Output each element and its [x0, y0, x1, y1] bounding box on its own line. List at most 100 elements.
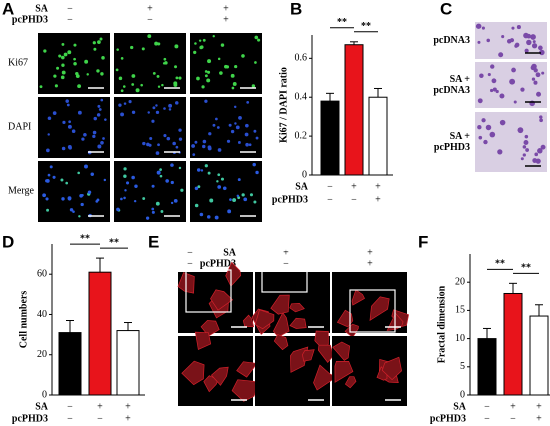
- y-tick-label: 0.2: [295, 130, 308, 141]
- cell-dot: [522, 153, 526, 157]
- condition-level: +: [536, 401, 542, 412]
- condition-level: +: [367, 247, 373, 258]
- cell-dot: [539, 118, 543, 123]
- cell-dot: [254, 35, 259, 40]
- condition-level: +: [223, 3, 229, 14]
- cell-dot: [208, 132, 212, 136]
- cell-dot: [67, 50, 72, 55]
- cell-dot: [201, 85, 205, 89]
- cell: [351, 289, 365, 306]
- cell-dot: [131, 74, 136, 78]
- y-tick-label: 20: [455, 276, 465, 287]
- cell-dot: [531, 43, 538, 49]
- cell-dot: [204, 99, 208, 103]
- condition-level: +: [223, 14, 229, 25]
- cell-dot: [536, 91, 542, 97]
- cell-dot: [93, 116, 98, 121]
- cell-dot: [92, 130, 97, 135]
- cell-dot: [245, 123, 249, 128]
- condition-level: +: [536, 413, 542, 424]
- condition-level: −: [67, 413, 73, 424]
- cell-dot: [78, 215, 81, 218]
- cell: [289, 317, 307, 329]
- cell-dot: [151, 210, 155, 214]
- bar: [368, 96, 388, 176]
- cell-dot: [476, 23, 482, 29]
- cell-dot: [123, 167, 127, 171]
- cell: [381, 356, 402, 381]
- cell-dot: [165, 179, 169, 183]
- condition-level: +: [283, 247, 289, 258]
- micrograph: [251, 272, 330, 338]
- cell-dot: [520, 157, 524, 161]
- cell-dot: [243, 197, 248, 202]
- cell-dot: [73, 43, 77, 47]
- cell-dot: [234, 65, 238, 69]
- cell-dot: [125, 181, 130, 185]
- micrograph: [178, 331, 259, 406]
- cell-dot: [46, 208, 50, 212]
- cell-dot: [531, 77, 536, 81]
- condition-level: −: [484, 401, 490, 412]
- cell-dot: [100, 98, 104, 102]
- zoom-box: [261, 249, 308, 293]
- cell-dot: [539, 115, 543, 119]
- cell-dot: [173, 81, 178, 86]
- cell-dot: [97, 144, 102, 149]
- cell-dot: [198, 39, 202, 42]
- cell-dot: [80, 202, 84, 207]
- cell: [332, 341, 351, 361]
- cell: [181, 360, 205, 386]
- cell-dot: [209, 198, 214, 203]
- cell-dot: [245, 142, 249, 147]
- cell-dot: [230, 129, 235, 134]
- cell-dot: [207, 146, 212, 151]
- cell-dot: [61, 197, 65, 201]
- condition-name: SA: [295, 181, 309, 192]
- cell-dot: [39, 85, 43, 89]
- condition-level: −: [67, 14, 73, 25]
- cell-dot: [229, 198, 232, 201]
- cell-dot: [61, 42, 65, 46]
- cell-dot: [506, 39, 512, 44]
- condition-name: pcPHD3: [430, 413, 466, 424]
- cell-dot: [92, 134, 96, 139]
- cell-dot: [492, 87, 497, 92]
- image-bg: [114, 161, 186, 222]
- condition-name: SA: [35, 3, 49, 14]
- cell-dot: [170, 201, 174, 205]
- condition-level: +: [147, 3, 153, 14]
- cell-dot: [42, 193, 46, 198]
- cell-dot: [234, 122, 237, 125]
- image-bg: [114, 97, 186, 158]
- cell-dot: [175, 76, 179, 80]
- cell-dot: [131, 83, 135, 86]
- cell-dot: [478, 135, 483, 140]
- cell: [270, 294, 290, 315]
- y-tick-label: 20: [37, 349, 47, 360]
- cell-dot: [69, 208, 74, 212]
- cell-dot: [160, 210, 164, 213]
- condition-level: −: [510, 413, 516, 424]
- image-bg: [190, 97, 262, 158]
- cell-dot: [217, 173, 221, 177]
- cell-dot: [225, 65, 230, 69]
- cell-dot: [253, 200, 257, 204]
- cell-dot: [142, 197, 146, 200]
- cell-dot: [257, 38, 261, 42]
- zoom-box: [349, 289, 396, 333]
- bar: [88, 271, 112, 396]
- cell: [369, 296, 390, 321]
- y-axis-label: Ki67 / DAPI ratio: [278, 67, 289, 143]
- cell-dot: [98, 108, 102, 111]
- cell-dot: [477, 125, 482, 130]
- bar: [320, 100, 340, 176]
- cell-dot: [199, 212, 204, 217]
- cell-dot: [509, 78, 516, 85]
- cell-dot: [86, 73, 89, 76]
- cell-dot: [191, 144, 196, 148]
- cell-dot: [60, 178, 64, 182]
- cell-dot: [232, 198, 237, 203]
- cell-dot: [232, 82, 237, 86]
- micrograph: [190, 97, 262, 158]
